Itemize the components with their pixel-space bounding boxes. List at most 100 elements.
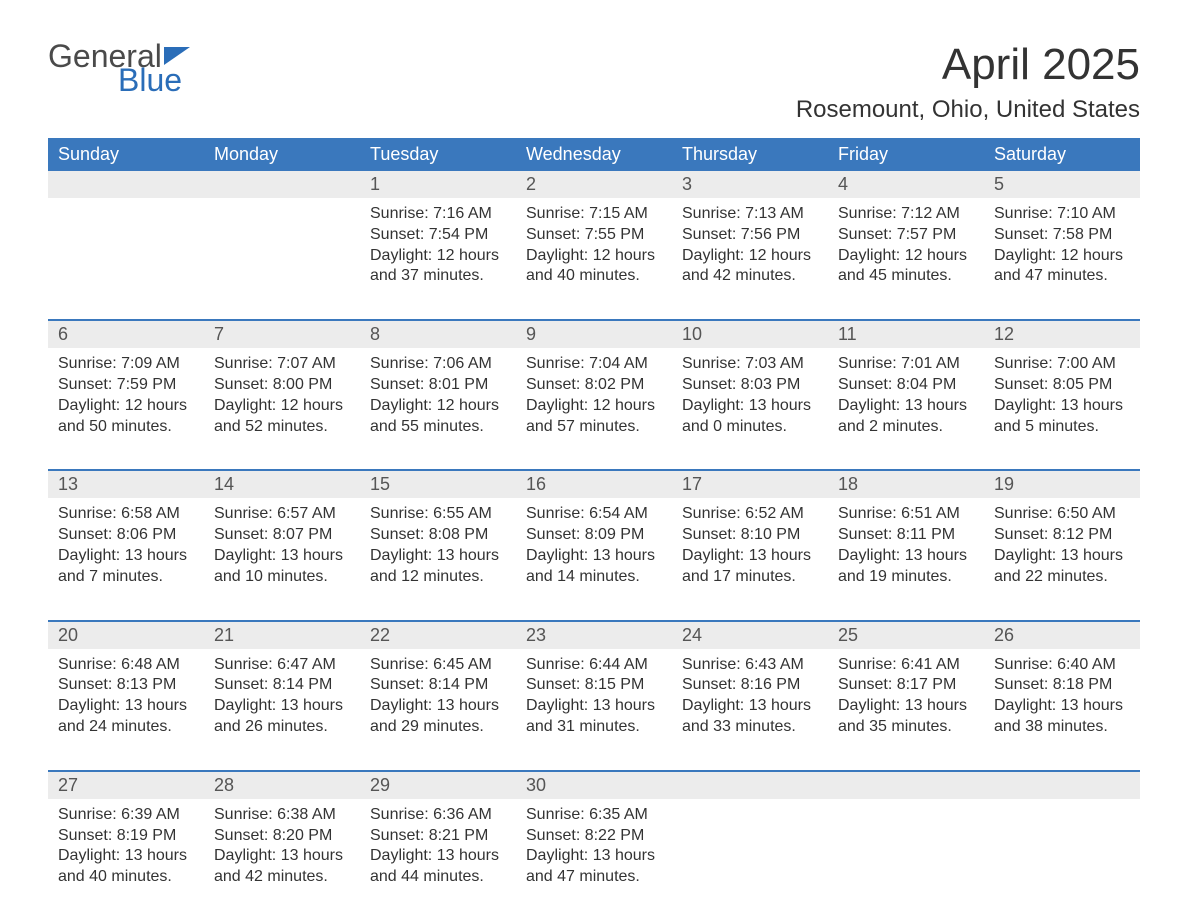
daylight-text: Daylight: 13 hours — [214, 846, 350, 867]
daylight-text: Daylight: 12 hours — [58, 396, 194, 417]
sunrise-text: Sunrise: 6:51 AM — [838, 504, 974, 525]
daylight-text: Daylight: 13 hours — [370, 696, 506, 717]
daylight-text: Daylight: 13 hours — [526, 696, 662, 717]
daylight-text: Daylight: 12 hours — [214, 396, 350, 417]
sunrise-text: Sunrise: 7:13 AM — [682, 204, 818, 225]
day-number — [672, 772, 828, 799]
sunrise-text: Sunrise: 6:57 AM — [214, 504, 350, 525]
day-cell: Sunrise: 7:12 AMSunset: 7:57 PMDaylight:… — [828, 198, 984, 305]
day-number — [48, 171, 204, 198]
daylight-text: and 22 minutes. — [994, 567, 1130, 588]
daynum-row: 6789101112 — [48, 321, 1140, 348]
daylight-text: and 5 minutes. — [994, 417, 1130, 438]
day-cell: Sunrise: 6:45 AMSunset: 8:14 PMDaylight:… — [360, 649, 516, 756]
day-cell: Sunrise: 6:44 AMSunset: 8:15 PMDaylight:… — [516, 649, 672, 756]
day-number: 23 — [516, 622, 672, 649]
sunset-text: Sunset: 8:06 PM — [58, 525, 194, 546]
daylight-text: Daylight: 13 hours — [682, 546, 818, 567]
daylight-text: Daylight: 12 hours — [526, 396, 662, 417]
daylight-text: Daylight: 13 hours — [58, 546, 194, 567]
daylight-text: and 19 minutes. — [838, 567, 974, 588]
daylight-text: Daylight: 13 hours — [58, 696, 194, 717]
day-cell: Sunrise: 6:43 AMSunset: 8:16 PMDaylight:… — [672, 649, 828, 756]
day-number — [204, 171, 360, 198]
daynum-row: 20212223242526 — [48, 622, 1140, 649]
day-number: 27 — [48, 772, 204, 799]
dow-wednesday: Wednesday — [516, 138, 672, 171]
daylight-text: and 57 minutes. — [526, 417, 662, 438]
sunset-text: Sunset: 8:08 PM — [370, 525, 506, 546]
day-number: 17 — [672, 471, 828, 498]
sunset-text: Sunset: 8:04 PM — [838, 375, 974, 396]
sunrise-text: Sunrise: 7:01 AM — [838, 354, 974, 375]
day-number: 18 — [828, 471, 984, 498]
daylight-text: Daylight: 13 hours — [838, 396, 974, 417]
daylight-text: and 45 minutes. — [838, 266, 974, 287]
day-number: 2 — [516, 171, 672, 198]
day-cell: Sunrise: 6:50 AMSunset: 8:12 PMDaylight:… — [984, 498, 1140, 605]
sunset-text: Sunset: 8:11 PM — [838, 525, 974, 546]
sunrise-text: Sunrise: 7:07 AM — [214, 354, 350, 375]
dow-saturday: Saturday — [984, 138, 1140, 171]
daylight-text: Daylight: 13 hours — [526, 546, 662, 567]
daylight-text: Daylight: 13 hours — [682, 396, 818, 417]
day-number: 21 — [204, 622, 360, 649]
sunset-text: Sunset: 7:57 PM — [838, 225, 974, 246]
sunrise-text: Sunrise: 7:10 AM — [994, 204, 1130, 225]
day-number: 13 — [48, 471, 204, 498]
daylight-text: and 55 minutes. — [370, 417, 506, 438]
sunrise-text: Sunrise: 7:15 AM — [526, 204, 662, 225]
sunrise-text: Sunrise: 6:52 AM — [682, 504, 818, 525]
day-cell: Sunrise: 6:38 AMSunset: 8:20 PMDaylight:… — [204, 799, 360, 906]
day-number: 9 — [516, 321, 672, 348]
day-cell — [672, 799, 828, 906]
sunrise-text: Sunrise: 6:39 AM — [58, 805, 194, 826]
day-cell: Sunrise: 6:55 AMSunset: 8:08 PMDaylight:… — [360, 498, 516, 605]
daylight-text: Daylight: 13 hours — [370, 546, 506, 567]
day-number: 10 — [672, 321, 828, 348]
daylight-text: Daylight: 12 hours — [682, 246, 818, 267]
daylight-text: and 0 minutes. — [682, 417, 818, 438]
day-number: 26 — [984, 622, 1140, 649]
sunset-text: Sunset: 8:22 PM — [526, 826, 662, 847]
daylight-text: and 31 minutes. — [526, 717, 662, 738]
day-number: 3 — [672, 171, 828, 198]
sunset-text: Sunset: 7:54 PM — [370, 225, 506, 246]
header: General Blue April 2025 Rosemount, Ohio,… — [48, 40, 1140, 124]
daylight-text: and 17 minutes. — [682, 567, 818, 588]
day-number: 28 — [204, 772, 360, 799]
calendar: Sunday Monday Tuesday Wednesday Thursday… — [48, 138, 1140, 906]
day-of-week-row: Sunday Monday Tuesday Wednesday Thursday… — [48, 138, 1140, 171]
daylight-text: and 44 minutes. — [370, 867, 506, 888]
sunset-text: Sunset: 8:15 PM — [526, 675, 662, 696]
daylight-text: and 38 minutes. — [994, 717, 1130, 738]
sunset-text: Sunset: 8:00 PM — [214, 375, 350, 396]
day-number: 11 — [828, 321, 984, 348]
day-cell: Sunrise: 7:06 AMSunset: 8:01 PMDaylight:… — [360, 348, 516, 455]
sunrise-text: Sunrise: 6:38 AM — [214, 805, 350, 826]
day-number: 24 — [672, 622, 828, 649]
day-number: 25 — [828, 622, 984, 649]
daylight-text: Daylight: 13 hours — [58, 846, 194, 867]
sunset-text: Sunset: 8:10 PM — [682, 525, 818, 546]
daynum-row: 27282930 — [48, 772, 1140, 799]
day-cell — [828, 799, 984, 906]
daylight-text: and 40 minutes. — [58, 867, 194, 888]
sunset-text: Sunset: 8:17 PM — [838, 675, 974, 696]
day-cell: Sunrise: 6:40 AMSunset: 8:18 PMDaylight:… — [984, 649, 1140, 756]
daylight-text: and 29 minutes. — [370, 717, 506, 738]
daylight-text: Daylight: 12 hours — [526, 246, 662, 267]
day-cell: Sunrise: 7:15 AMSunset: 7:55 PMDaylight:… — [516, 198, 672, 305]
sunset-text: Sunset: 8:05 PM — [994, 375, 1130, 396]
sunrise-text: Sunrise: 7:06 AM — [370, 354, 506, 375]
day-cell: Sunrise: 7:13 AMSunset: 7:56 PMDaylight:… — [672, 198, 828, 305]
day-cell: Sunrise: 6:48 AMSunset: 8:13 PMDaylight:… — [48, 649, 204, 756]
dow-tuesday: Tuesday — [360, 138, 516, 171]
week-row: 13141516171819Sunrise: 6:58 AMSunset: 8:… — [48, 469, 1140, 605]
daylight-text: and 2 minutes. — [838, 417, 974, 438]
sunset-text: Sunset: 8:18 PM — [994, 675, 1130, 696]
day-cell: Sunrise: 6:39 AMSunset: 8:19 PMDaylight:… — [48, 799, 204, 906]
daylight-text: Daylight: 13 hours — [370, 846, 506, 867]
daylight-text: Daylight: 12 hours — [838, 246, 974, 267]
week-row: 6789101112Sunrise: 7:09 AMSunset: 7:59 P… — [48, 319, 1140, 455]
